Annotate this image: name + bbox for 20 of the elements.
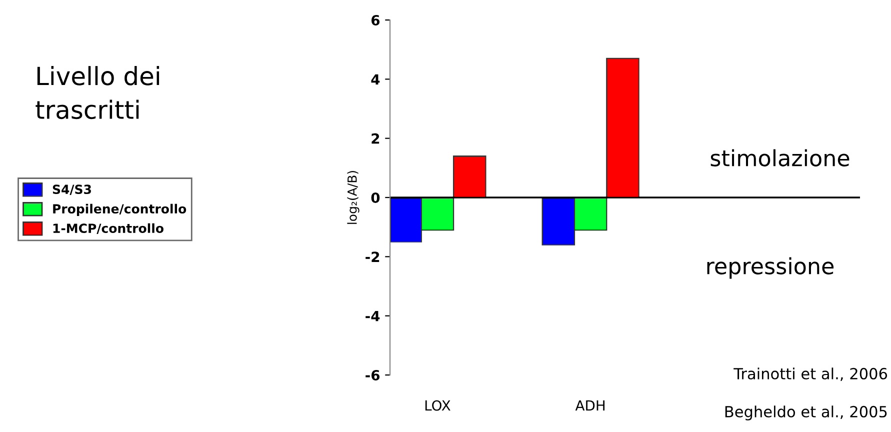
legend-label: S4/S3 <box>52 184 91 196</box>
text: stimolazione <box>710 149 850 166</box>
y-tick-label: -2 <box>366 252 380 262</box>
text: repressione <box>707 257 834 279</box>
bar <box>452 156 486 198</box>
y-tick-label: -6 <box>366 370 380 380</box>
y-tick-label: 0 <box>371 192 380 203</box>
y-tick-label: 6 <box>371 14 380 26</box>
x-tick-label: ADH <box>575 400 605 411</box>
text: Begheldo et al., 2005 <box>725 406 887 420</box>
y-axis-title: log₂(A/B) <box>347 170 360 224</box>
legend-label: Propilene/controllo <box>53 204 186 216</box>
text: Livello dei trascritti <box>36 66 160 120</box>
bar <box>606 58 640 198</box>
text: Trainotti et al., 2006 <box>734 368 888 381</box>
legend-label: 1-MCP/controllo <box>53 223 164 234</box>
x-tick-label: LOX <box>425 400 450 411</box>
y-tick-label: 2 <box>372 133 380 144</box>
y-tick-label: -4 <box>366 310 380 322</box>
y-tick-label: 4 <box>371 74 380 84</box>
